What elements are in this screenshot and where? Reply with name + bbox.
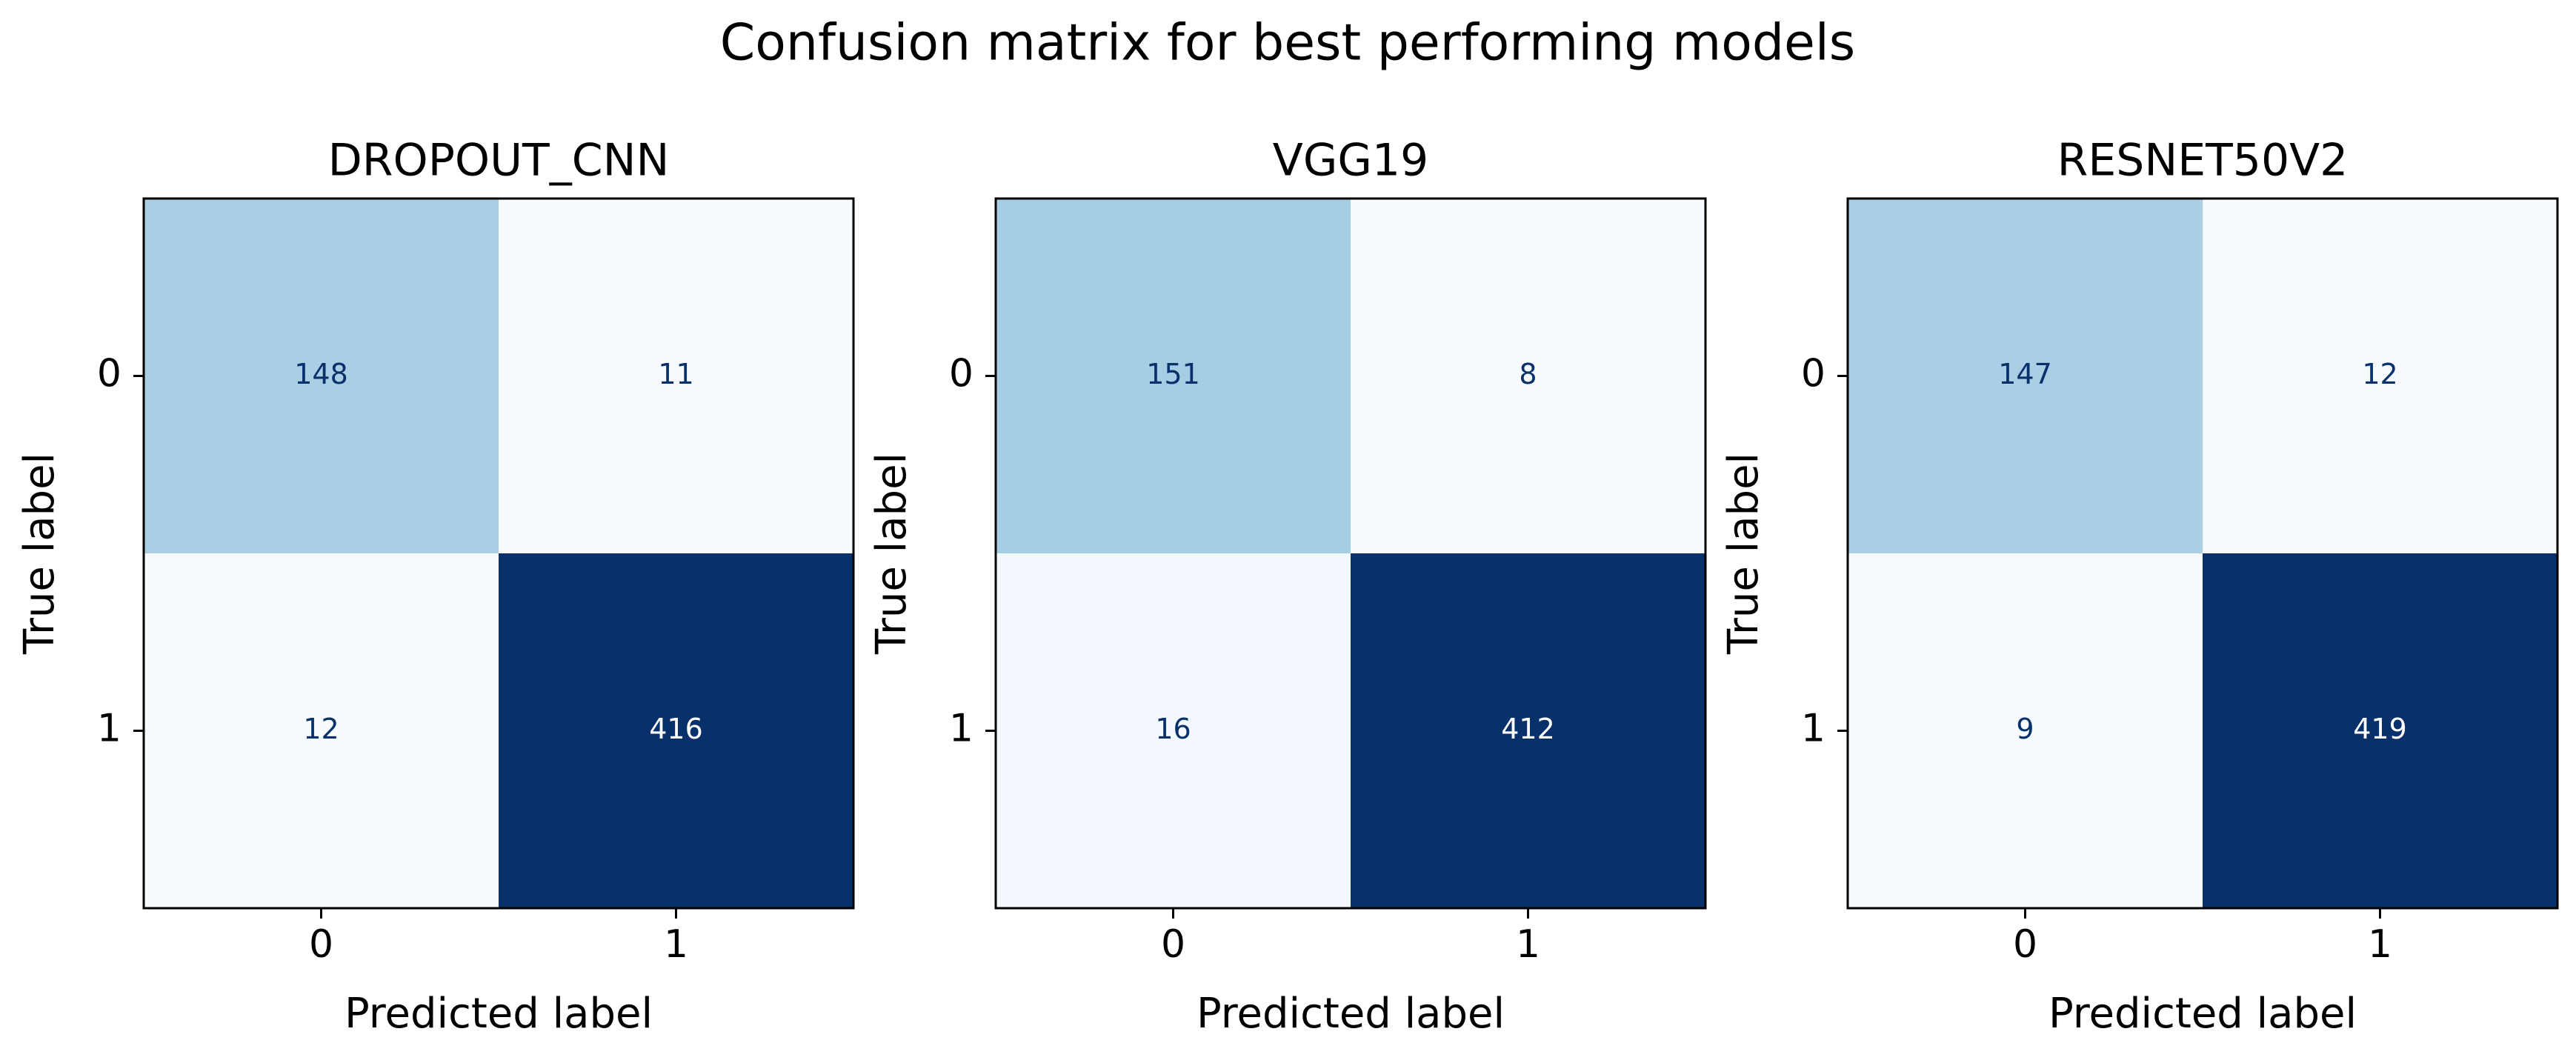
- x-tick-label: 1: [664, 922, 688, 967]
- x-axis-label: Predicted label: [2049, 990, 2357, 1038]
- matrix-cell: [1351, 199, 1705, 553]
- matrix-cell: [144, 553, 499, 908]
- matrix-cell: [499, 199, 853, 553]
- cell-value-label: 8: [1519, 358, 1537, 390]
- matrix-cell: [1351, 553, 1705, 908]
- y-tick-label: 1: [97, 707, 122, 751]
- confusion-matrix-panel: 148 11 12 416 0 1 0 1 DROPOUT_CNN Predicted label…: [16, 135, 855, 1038]
- cell-value-label: 12: [303, 713, 339, 745]
- y-axis-label: True label: [16, 453, 64, 655]
- matrix-cell: [2203, 199, 2557, 553]
- axes-frame: [142, 197, 855, 910]
- matrix-cell: [996, 199, 1351, 553]
- x-tick-label: 0: [1161, 922, 1185, 967]
- cell-value-label: 16: [1155, 713, 1191, 745]
- confusion-matrix-panel: 147 12 9 419 0 1 0 1 RESNET50V2 Predicted label Tr…: [1720, 135, 2559, 1038]
- x-axis-label: Predicted label: [345, 990, 653, 1038]
- cell-value-label: 12: [2362, 358, 2397, 390]
- cell-value-label: 151: [1146, 358, 1200, 390]
- cell-value-label: 147: [1998, 358, 2052, 390]
- panel-title: DROPOUT_CNN: [328, 135, 670, 187]
- cell-value-label: 416: [649, 713, 703, 745]
- axes-frame: [1846, 197, 2559, 910]
- y-axis-label: True label: [868, 453, 916, 655]
- x-tick-label: 1: [2368, 922, 2392, 967]
- cell-value-label: 9: [2016, 713, 2034, 745]
- y-axis-label: True label: [1720, 453, 1768, 655]
- y-tick-label: 1: [1801, 707, 1826, 751]
- x-tick-label: 1: [1516, 922, 1540, 967]
- y-tick-label: 0: [97, 352, 122, 396]
- matrix-cell: [996, 553, 1351, 908]
- cell-value-label: 11: [658, 358, 693, 390]
- confusion-matrix-panel: 151 8 16 412 0 1 0 1 VGG19 Predicted label True la…: [868, 135, 1707, 1038]
- panel-title: RESNET50V2: [2057, 135, 2349, 187]
- x-axis-label: Predicted label: [1197, 990, 1505, 1038]
- axes-frame: [994, 197, 1707, 910]
- y-tick-label: 1: [949, 707, 974, 751]
- matrix-cell: [144, 199, 499, 553]
- matrix-cell: [1848, 199, 2203, 553]
- cell-value-label: 148: [294, 358, 348, 390]
- x-tick-label: 0: [2013, 922, 2037, 967]
- y-tick-label: 0: [1801, 352, 1826, 396]
- cell-value-label: 419: [2353, 713, 2407, 745]
- y-tick-label: 0: [949, 352, 974, 396]
- panel-title: VGG19: [1273, 135, 1428, 187]
- matrix-cell: [499, 553, 853, 908]
- cell-value-label: 412: [1501, 713, 1555, 745]
- matrix-cell: [2203, 553, 2557, 908]
- x-tick-label: 0: [309, 922, 333, 967]
- matrix-cell: [1848, 553, 2203, 908]
- figure-suptitle: Confusion matrix for best performing mod…: [720, 14, 1855, 73]
